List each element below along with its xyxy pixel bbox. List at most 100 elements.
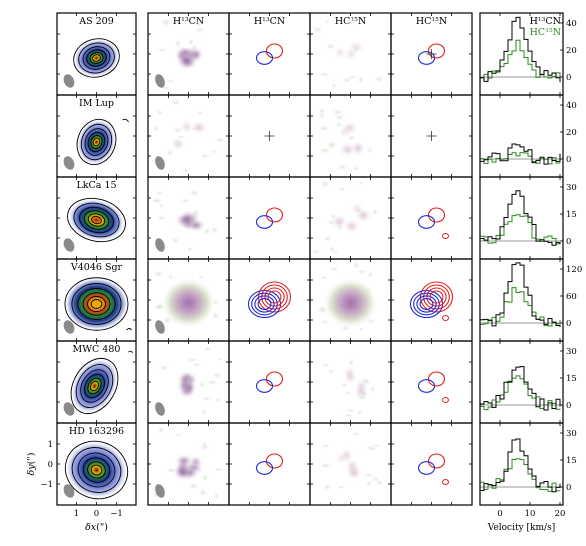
map-panel-frame xyxy=(228,340,311,424)
legend-hc15n: HC15N xyxy=(530,27,561,38)
spectrum-y-tick: 20 xyxy=(566,46,577,56)
velocity-contour-map xyxy=(228,340,311,424)
line-emission-map xyxy=(309,94,392,178)
velocity-contour-map xyxy=(228,94,311,178)
beam-ellipse xyxy=(63,156,75,170)
velocity-contour-map xyxy=(228,422,311,506)
line-emission-map xyxy=(147,12,230,96)
spectrum-y-tick: 30 xyxy=(566,347,577,357)
spectrum-panel: 30 15 0 xyxy=(479,422,577,506)
source-name: HD 163296 xyxy=(69,426,124,437)
line-emission-map xyxy=(147,340,230,424)
spectrum-x-tick: 0 xyxy=(497,509,502,519)
map-panel-frame xyxy=(390,176,473,260)
spectrum-y-tick: 15 xyxy=(566,210,577,220)
spectrum-panel-frame xyxy=(479,176,564,260)
source-name: IM Lup xyxy=(79,98,114,109)
spectrum-y-tick: 20 xyxy=(566,128,577,138)
spectrum-panel-frame xyxy=(479,94,564,178)
map-x-label: δx(") xyxy=(85,522,108,533)
source-name: V4046 Sgr xyxy=(70,262,123,273)
spectrum-y-tick: 60 xyxy=(566,292,577,302)
row-6: HD 163296 30 15 0 xyxy=(56,422,577,506)
spectrum-y-tick: 15 xyxy=(566,456,577,466)
continuum-map xyxy=(76,118,129,166)
spectrum-panel-frame xyxy=(479,258,564,342)
line-emission-map xyxy=(147,258,230,342)
velocity-contour-map xyxy=(390,176,473,260)
spectrum-h13cn xyxy=(480,262,561,328)
spectrum-hc15n xyxy=(480,287,561,327)
line-emission-map xyxy=(147,94,230,178)
map-y-tick: −1 xyxy=(40,480,53,490)
row-5: MWC 480 30 15 0 xyxy=(56,340,577,424)
source-name: LkCa 15 xyxy=(76,180,116,191)
line-emission-map xyxy=(309,12,392,96)
spectrum-x-tick: 20 xyxy=(555,509,566,519)
map-panel-frame xyxy=(390,422,473,506)
map-y-label: δy(") xyxy=(26,453,37,476)
column-title-3: H13CN xyxy=(254,16,285,27)
beam-ellipse xyxy=(63,320,75,334)
spectrum-y-tick: 30 xyxy=(566,183,577,193)
row-3: LkCa 15 30 15 0 xyxy=(56,176,577,260)
beam-ellipse xyxy=(63,74,75,88)
velocity-contour-map xyxy=(228,176,311,260)
line-emission-map xyxy=(309,258,392,342)
spectrum-hc15n xyxy=(480,458,561,492)
map-panel-frame xyxy=(309,176,392,260)
spectrum-panel: 30 15 0 xyxy=(479,340,577,424)
map-y-tick: 0 xyxy=(48,460,53,470)
spectrum-h13cn xyxy=(480,143,561,165)
beam-ellipse xyxy=(155,238,165,252)
spectrum-y-tick: 15 xyxy=(566,374,577,384)
line-emission-map xyxy=(309,340,392,424)
column-title-2: H13CN xyxy=(173,16,204,27)
continuum-map xyxy=(73,38,120,78)
spectrum-h13cn xyxy=(480,366,561,411)
spectrum-x-label: Velocity [km/s] xyxy=(487,523,555,533)
spectrum-y-tick: 120 xyxy=(566,265,582,275)
map-y-tick: 1 xyxy=(48,440,53,450)
map-x-tick: 1 xyxy=(74,509,79,519)
spectrum-panel: 120 60 0 xyxy=(479,258,582,342)
line-emission-map xyxy=(309,176,392,260)
beam-ellipse xyxy=(155,402,165,416)
map-panel-frame xyxy=(228,422,311,506)
beam-ellipse xyxy=(155,74,165,88)
spectrum-x-tick: 10 xyxy=(525,509,536,519)
spectrum-panel: 40 20 0 xyxy=(479,94,577,178)
spectrum-y-tick: 0 xyxy=(566,401,571,411)
spectrum-y-tick: 40 xyxy=(566,101,577,111)
map-x-tick: 0 xyxy=(94,509,99,519)
beam-ellipse xyxy=(63,484,75,498)
spectrum-y-tick: 0 xyxy=(566,483,571,493)
spectrum-h13cn xyxy=(480,438,561,493)
spectrum-h13cn xyxy=(480,190,561,246)
spectrum-panel: 30 15 0 xyxy=(479,176,577,260)
map-panel-frame xyxy=(390,340,473,424)
spectrum-y-tick: 30 xyxy=(566,429,577,439)
line-emission-map xyxy=(147,176,230,260)
spectrum-panel-frame xyxy=(479,340,564,424)
spectrum-h13cn xyxy=(480,16,561,83)
source-name: AS 209 xyxy=(78,16,114,27)
line-emission-map xyxy=(147,422,230,506)
spectrum-y-tick: 0 xyxy=(566,237,571,247)
beam-ellipse xyxy=(63,238,75,252)
beam-ellipse xyxy=(63,402,75,416)
velocity-contour-map xyxy=(390,340,473,424)
spectrum-y-tick: 0 xyxy=(566,73,571,83)
continuum-map xyxy=(67,197,126,243)
legend-h13cn: H13CN xyxy=(530,16,561,27)
velocity-contour-map xyxy=(228,258,311,342)
spectrum-y-tick: 40 xyxy=(566,19,577,29)
spectrum-hc15n xyxy=(480,214,561,245)
map-x-tick: −1 xyxy=(110,509,123,519)
velocity-contour-map xyxy=(390,94,473,178)
continuum-map xyxy=(70,350,133,414)
continuum-map xyxy=(64,440,129,500)
beam-ellipse xyxy=(155,156,165,170)
